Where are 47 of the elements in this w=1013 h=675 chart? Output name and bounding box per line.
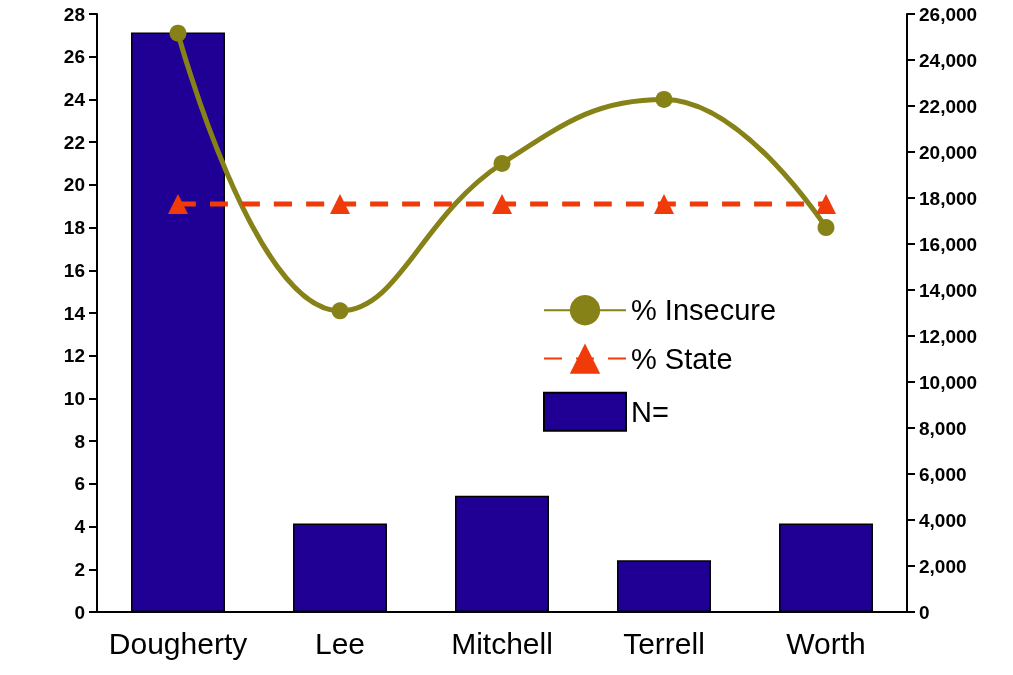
y-tick-label: 22 [63,131,85,153]
y-tick-label: 14 [63,302,86,324]
y2-tick-label: 8,000 [919,417,967,439]
y-tick-label: 6 [74,473,85,495]
point [655,90,673,108]
point [168,194,188,215]
point [817,219,835,237]
y-tick-label: 10 [63,387,85,409]
y-tick-label: 18 [63,217,85,239]
y2-tick-label: 12,000 [919,325,978,347]
point [169,24,187,42]
y-tick-label: 28 [63,3,85,25]
y-tick-label: 20 [63,174,85,196]
y2-tick-label: 24,000 [919,49,978,71]
y2-tick-label: 4,000 [919,509,967,531]
y-tick-label: 12 [63,345,85,367]
point [331,302,349,320]
point [492,194,512,215]
y-tick-label: 24 [63,88,86,110]
x-tick-label: Dougherty [108,626,248,660]
y2-tick-label: 10,000 [919,371,978,393]
point [330,194,350,215]
y-tick-label: 2 [74,558,85,580]
y2-tick-label: 22,000 [919,95,978,117]
y2-tick-label: 16,000 [919,233,978,255]
y2-tick-label: 2,000 [919,555,967,577]
y-tick-label: 16 [63,259,85,281]
y-tick-label: 8 [74,430,85,452]
x-tick-label: Lee [314,626,366,660]
point [654,194,674,215]
y2-tick-label: 18,000 [919,187,978,209]
y2-tick-label: 20,000 [919,141,978,163]
y-tick-label: 26 [63,46,85,68]
y2-tick-label: 26,000 [919,3,978,25]
legend-label: N= [631,395,669,428]
y-tick-label: 0 [74,601,85,623]
x-tick-label: Mitchell [451,626,553,660]
legend-label: % Insecure [631,294,777,327]
y2-tick-label: 14,000 [919,279,978,301]
y-tick-label: 4 [74,516,86,538]
x-tick-label: Terrell [623,626,705,660]
x-tick-label: Worth [786,626,866,660]
y2-tick-label: 0 [919,601,930,623]
point [493,155,511,172]
y2-tick-label: 6,000 [919,463,967,485]
point [816,194,836,215]
legend-label: % State [631,342,733,375]
